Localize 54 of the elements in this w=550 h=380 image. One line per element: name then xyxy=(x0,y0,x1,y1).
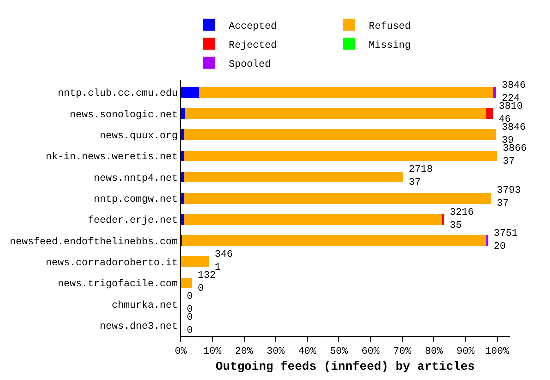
legend-label: Rejected xyxy=(229,40,278,52)
y-tick-label: news.trigofacile.com xyxy=(58,278,178,291)
y-tick-label: news.nntp4.net xyxy=(94,174,178,185)
bar xyxy=(182,236,486,246)
bar xyxy=(486,108,493,120)
annotation: 132 0 xyxy=(198,271,216,295)
y-tick-label: news.corradoroberto.it xyxy=(46,257,178,270)
annotation: 3751 20 xyxy=(494,229,518,253)
y-tick-label: nk-in.news.weretis.net xyxy=(46,152,178,164)
x-tick-label: 80% xyxy=(425,347,444,358)
x-tick-label: 30% xyxy=(266,347,285,358)
x-axis-title: Outgoing feeds (innfeed) by articles xyxy=(216,360,476,374)
y-tick-label: newsfeed.endofthelinebbs.com xyxy=(10,236,178,248)
annotation: 3216 35 xyxy=(450,208,474,232)
bar xyxy=(181,87,200,98)
legend-label: Spooled xyxy=(229,58,272,71)
bar xyxy=(184,193,492,204)
bar xyxy=(184,172,404,183)
bar xyxy=(199,87,494,98)
legend-label: Accepted xyxy=(229,20,278,33)
bar xyxy=(184,108,487,120)
y-tick-label: nntp.club.cc.cmu.edu xyxy=(58,88,178,100)
bar xyxy=(181,193,184,204)
bar xyxy=(184,214,443,225)
bar xyxy=(181,278,192,288)
legend-label: Refused xyxy=(369,20,412,33)
y-tick-label: news.dne3.net xyxy=(100,320,178,333)
bar xyxy=(181,130,184,140)
x-tick-label: 10% xyxy=(204,347,222,358)
x-tick-label: 100% xyxy=(485,347,510,358)
x-tick-label: 0% xyxy=(174,347,188,358)
y-tick-label: nntp.comgw.net xyxy=(94,194,178,206)
x-tick-label: 60% xyxy=(362,347,380,358)
y-tick-label: news.quux.org xyxy=(100,132,178,143)
bar xyxy=(184,150,498,162)
annotation: 3793 37 xyxy=(497,186,522,210)
bar xyxy=(181,214,184,225)
annotation: 0 0 xyxy=(187,313,194,337)
bar xyxy=(184,130,496,140)
bar xyxy=(181,172,184,183)
y-tick-label: news.sonologic.net xyxy=(70,109,178,122)
x-tick-label: 50% xyxy=(330,347,348,358)
x-tick-label: 70% xyxy=(393,347,412,358)
bar xyxy=(181,256,210,268)
x-tick-label: 20% xyxy=(235,347,254,358)
y-tick-label: chmurka.net xyxy=(112,300,178,312)
bar xyxy=(181,150,184,162)
annotation: 346 1 xyxy=(215,250,234,274)
x-tick-label: 40% xyxy=(298,347,317,358)
legend-label: Missing xyxy=(369,40,412,52)
x-tick-label: 90% xyxy=(456,347,475,358)
annotation: 2718 37 xyxy=(409,165,434,189)
bar xyxy=(181,108,185,120)
y-tick-label: feeder.erje.net xyxy=(88,215,178,228)
